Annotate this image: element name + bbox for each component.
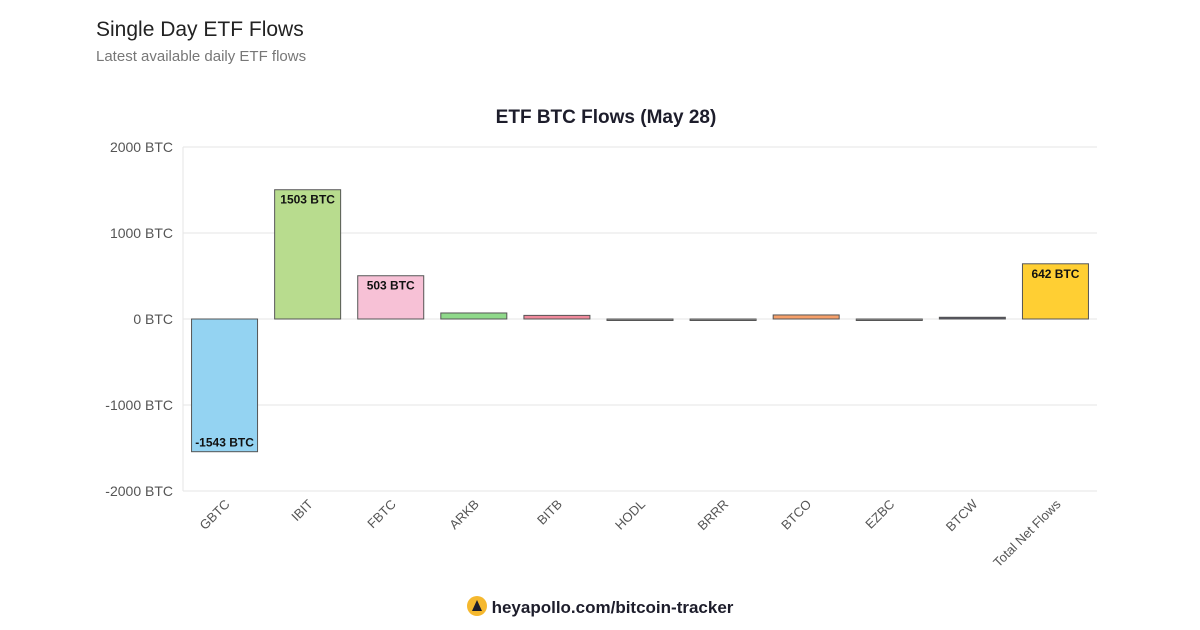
x-tick-label: Total Net Flows xyxy=(990,496,1064,570)
bar-total-net-flows xyxy=(1021,263,1089,320)
data-label: 503 BTC xyxy=(367,279,415,293)
x-tick-label: GBTC xyxy=(197,497,233,533)
bar-ezbc xyxy=(855,318,923,321)
bar-ibit xyxy=(274,189,342,320)
page-title: Single Day ETF Flows xyxy=(96,18,304,41)
y-tick-label: 0 BTC xyxy=(133,311,173,327)
bar-gbtc xyxy=(191,318,259,453)
x-tick-label: IBIT xyxy=(288,496,316,524)
footer-link[interactable]: heyapollo.com/bitcoin-tracker xyxy=(0,596,1200,618)
bar-bitb xyxy=(523,314,591,320)
x-tick-label: EZBC xyxy=(862,497,897,532)
y-tick-label: -1000 BTC xyxy=(105,397,173,413)
bar-fbtc xyxy=(357,275,425,320)
x-tick-label: BTCO xyxy=(778,497,814,533)
y-tick-label: 1000 BTC xyxy=(110,225,173,241)
bar-btcw xyxy=(938,316,1006,320)
chart-title: ETF BTC Flows (May 28) xyxy=(496,107,717,128)
x-tick-label: FBTC xyxy=(364,497,399,532)
data-label: 642 BTC xyxy=(1031,267,1079,281)
apollo-logo-icon xyxy=(466,596,487,616)
x-tick-label: ARKB xyxy=(446,497,482,533)
page-subtitle: Latest available daily ETF flows xyxy=(96,48,307,65)
y-tick-label: 2000 BTC xyxy=(110,139,173,155)
data-label: -1543 BTC xyxy=(195,436,254,450)
bar-btco xyxy=(772,314,840,320)
x-tick-label: BTCW xyxy=(943,496,981,534)
data-label: 1503 BTC xyxy=(280,193,335,207)
x-tick-label: BITB xyxy=(534,497,565,528)
bar-arkb xyxy=(440,312,508,320)
y-tick-label: -2000 BTC xyxy=(105,483,173,499)
x-tick-label: HODL xyxy=(612,497,648,533)
x-tick-label: BRRR xyxy=(695,497,732,534)
footer-link-text: heyapollo.com/bitcoin-tracker xyxy=(491,598,734,617)
bar-hodl xyxy=(606,318,674,321)
bar-brrr xyxy=(689,318,757,321)
